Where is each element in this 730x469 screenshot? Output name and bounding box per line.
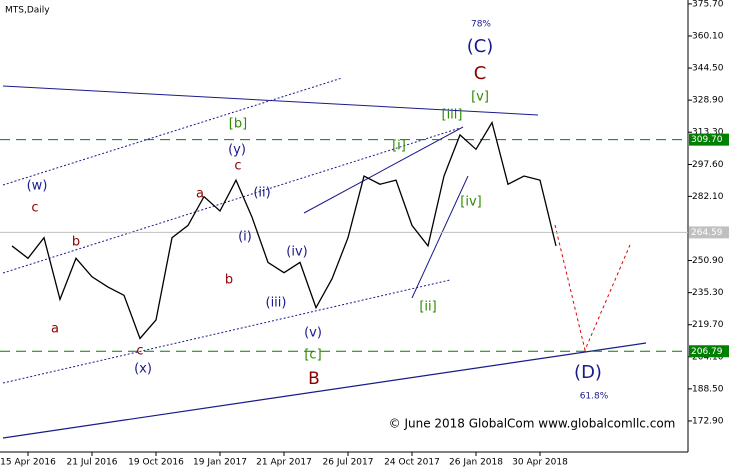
wave-label: b xyxy=(72,235,80,250)
chart-title: MTS,Daily xyxy=(5,6,50,16)
level-label: 309.70 xyxy=(691,135,723,145)
wave-label: c xyxy=(31,201,38,216)
wave-label: a xyxy=(196,187,204,202)
wave-label: [i] xyxy=(392,139,406,154)
wave-label: (C) xyxy=(467,36,494,57)
wave-label: [b] xyxy=(229,117,247,132)
wave-label: B xyxy=(308,369,320,389)
y-tick-label: 219.70 xyxy=(692,320,724,330)
wave-label: a xyxy=(51,322,59,337)
y-tick-label: 297.60 xyxy=(692,160,724,170)
level-label: 264.59 xyxy=(691,228,723,238)
wave-label: (D) xyxy=(574,362,602,383)
x-tick-label: 24 Oct 2017 xyxy=(384,458,440,468)
trend-line xyxy=(303,126,464,214)
wave-label: [iii] xyxy=(442,108,463,123)
wave-label: (ii) xyxy=(253,186,270,201)
wave-label: (x) xyxy=(134,362,152,377)
y-tick-label: 282.10 xyxy=(692,192,724,202)
x-tick-label: 21 Jul 2016 xyxy=(67,458,118,468)
y-tick-label: 375.70 xyxy=(692,0,724,9)
wave-label: (v) xyxy=(304,326,322,341)
y-tick-label: 250.90 xyxy=(692,256,724,266)
wave-label: © June 2018 GlobalCom www.globalcomllc.c… xyxy=(389,417,676,431)
y-tick-label: 360.10 xyxy=(692,31,724,41)
wave-label: (iii) xyxy=(266,296,287,311)
wave-label: (i) xyxy=(238,230,252,245)
wave-label: [v] xyxy=(471,90,489,105)
x-tick-label: 26 Jan 2018 xyxy=(449,458,503,468)
y-tick-label: 172.90 xyxy=(692,416,724,426)
x-tick-label: 15 Apr 2016 xyxy=(0,458,56,468)
level-label: 206.79 xyxy=(691,347,723,357)
level-tag xyxy=(689,345,729,358)
x-tick-label: 21 Apr 2017 xyxy=(256,458,312,468)
wave-label: [ii] xyxy=(419,300,436,315)
x-tick-label: 30 Apr 2018 xyxy=(512,458,568,468)
trend-line xyxy=(2,342,647,439)
wave-label: c xyxy=(234,159,241,174)
wave-label: (w) xyxy=(27,179,48,194)
y-tick-label: 188.50 xyxy=(692,384,724,394)
price-line xyxy=(11,120,557,340)
wave-label: 61.8% xyxy=(580,392,609,402)
wave-label: 78% xyxy=(471,20,491,30)
level-tag xyxy=(689,133,729,146)
channel-lines xyxy=(2,77,647,439)
x-tick-label: 19 Oct 2016 xyxy=(128,458,184,468)
wave-label: [c] xyxy=(304,348,321,363)
wave-label: C xyxy=(474,63,487,84)
y-tick-label: 235.30 xyxy=(692,288,724,298)
y-tick-label: 344.50 xyxy=(692,64,724,74)
trend-line xyxy=(411,175,469,299)
forecast-path xyxy=(554,224,631,352)
y-tick-label: 328.90 xyxy=(692,96,724,106)
level-tag xyxy=(689,226,729,239)
wave-label: c xyxy=(136,344,143,359)
wave-label: (iv) xyxy=(286,245,307,260)
y-tick-label: 313.30 xyxy=(692,128,724,138)
x-tick-label: 26 Jul 2017 xyxy=(323,458,374,468)
wave-label: b xyxy=(225,273,233,288)
wave-label: (y) xyxy=(228,143,246,158)
wave-label: [iv] xyxy=(460,195,481,210)
trend-line xyxy=(2,77,343,186)
trend-line xyxy=(2,279,451,384)
x-tick-label: 19 Jan 2017 xyxy=(193,458,247,468)
y-tick-label: 204.10 xyxy=(692,352,724,362)
